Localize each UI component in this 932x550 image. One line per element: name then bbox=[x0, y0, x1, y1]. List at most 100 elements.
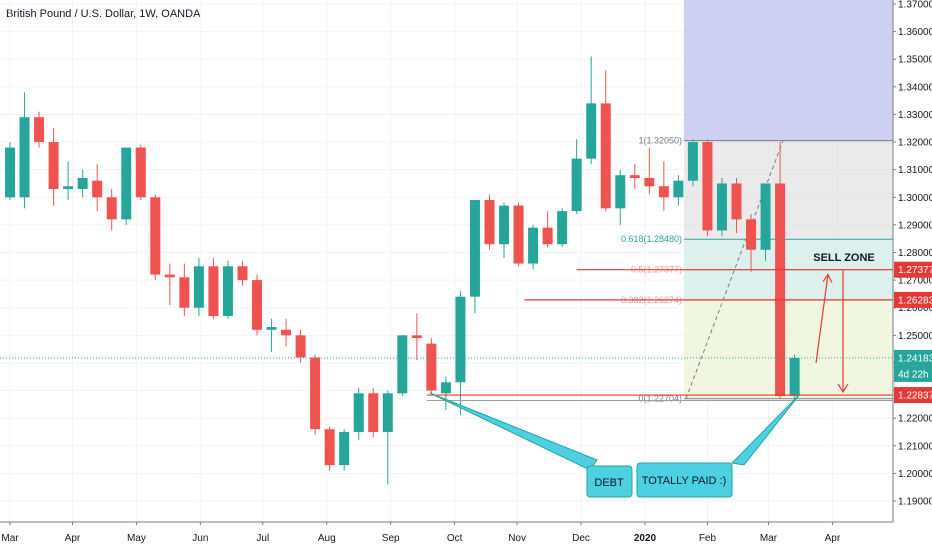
drawings: SELL ZONE DEBT TOTALLY PAID :) bbox=[0, 252, 893, 498]
candle bbox=[644, 147, 655, 195]
countdown-label: 4d 22h bbox=[898, 369, 929, 380]
candle-body bbox=[164, 274, 175, 278]
candle-body bbox=[179, 277, 190, 308]
price-tick-label: 1.37000 bbox=[898, 0, 932, 11]
candle bbox=[702, 139, 713, 236]
candle-body bbox=[150, 197, 161, 275]
paid-callout-text: TOTALLY PAID :) bbox=[642, 475, 727, 487]
candle-body bbox=[411, 335, 422, 339]
arrow-down-head bbox=[837, 383, 849, 394]
candle-body bbox=[484, 200, 495, 245]
candle-body bbox=[455, 296, 466, 383]
price-tick-label: 1.22000 bbox=[898, 414, 932, 425]
candle bbox=[382, 390, 393, 485]
candle bbox=[484, 194, 495, 250]
chart-title: British Pound / U.S. Dollar, 1W, OANDA bbox=[6, 8, 201, 20]
candle bbox=[673, 175, 684, 206]
debt-callout-text: DEBT bbox=[594, 477, 624, 489]
debt-callout-pointer bbox=[429, 392, 598, 471]
time-tick-label: May bbox=[127, 533, 146, 544]
candle bbox=[208, 258, 219, 319]
candle bbox=[121, 147, 132, 225]
candle bbox=[5, 142, 15, 201]
time-axis[interactable]: Mar Apr May Jun Jul Aug Sep Oct Nov Dec 2020 Feb Mar… bbox=[0, 521, 893, 544]
candles bbox=[5, 56, 800, 485]
candle-body bbox=[440, 382, 451, 394]
candle bbox=[571, 139, 582, 214]
candle-body bbox=[324, 429, 335, 466]
candle-body bbox=[775, 183, 786, 397]
fib-level-label: 0(1.22704) bbox=[638, 394, 682, 404]
sell-zone-label: SELL ZONE bbox=[813, 252, 875, 264]
candle bbox=[164, 263, 175, 305]
candle bbox=[193, 258, 204, 317]
candle bbox=[222, 260, 233, 319]
candle-body bbox=[339, 431, 350, 466]
candle bbox=[600, 70, 611, 212]
price-tick-label: 1.21000 bbox=[898, 441, 932, 452]
candle bbox=[615, 169, 626, 225]
price-tick-label: 1.31000 bbox=[898, 165, 932, 176]
candle-body bbox=[5, 147, 15, 198]
candle-body bbox=[629, 175, 640, 178]
candle-body bbox=[644, 177, 655, 187]
price-tick-label: 1.25000 bbox=[898, 331, 932, 342]
price-tick-label: 1.28000 bbox=[898, 248, 932, 259]
price-tag-3-bg bbox=[894, 387, 932, 404]
countdown-bg bbox=[894, 365, 932, 382]
candle bbox=[397, 335, 408, 397]
candle bbox=[92, 164, 103, 212]
candle bbox=[528, 224, 539, 270]
price-tag-1: 1.27377 bbox=[898, 265, 932, 276]
candle-body bbox=[135, 147, 146, 198]
candle bbox=[629, 164, 640, 189]
candle bbox=[731, 177, 742, 234]
candle bbox=[281, 318, 292, 347]
time-tick-label: Nov bbox=[508, 533, 526, 544]
time-tick-label: Mar bbox=[760, 533, 778, 544]
time-tick-label: Apr bbox=[825, 533, 841, 544]
price-tick-label: 1.33000 bbox=[898, 110, 932, 121]
candle bbox=[19, 92, 30, 209]
stop-loss-zone bbox=[684, 0, 893, 141]
candle-body bbox=[368, 393, 379, 432]
candle-body bbox=[673, 180, 684, 198]
candle bbox=[658, 161, 669, 212]
time-tick-label: Sep bbox=[382, 533, 400, 544]
price-tag-2: 1.26283 bbox=[898, 295, 932, 306]
price-tag-1-bg bbox=[894, 261, 932, 278]
candle-body bbox=[19, 117, 30, 198]
candle bbox=[63, 161, 74, 201]
candle-body bbox=[469, 200, 480, 297]
price-tick-label: 1.29000 bbox=[898, 220, 932, 231]
candle-body bbox=[48, 142, 59, 189]
price-tick-label: 1.34000 bbox=[898, 82, 932, 93]
price-tick-label: 1.19000 bbox=[898, 497, 932, 508]
paid-callout-box bbox=[636, 462, 733, 498]
candle bbox=[469, 200, 480, 314]
candle-body bbox=[63, 186, 74, 189]
candle-body bbox=[513, 205, 524, 264]
candle bbox=[135, 144, 146, 201]
candle-body bbox=[586, 103, 597, 159]
candle-body bbox=[600, 103, 611, 209]
candle bbox=[455, 291, 466, 416]
candle-body bbox=[382, 393, 393, 432]
candle bbox=[324, 426, 335, 471]
price-axis[interactable]: 1.37000 1.36000 1.35000 1.34000 1.33000 1.320… bbox=[892, 0, 932, 550]
candle-body bbox=[702, 142, 713, 231]
candle bbox=[542, 211, 553, 247]
candle bbox=[760, 183, 771, 261]
paid-callout-pointer bbox=[730, 393, 801, 466]
candle-body bbox=[658, 186, 669, 198]
candle bbox=[34, 111, 45, 148]
candle-body bbox=[731, 183, 742, 220]
candle-body bbox=[499, 205, 510, 245]
candle-body bbox=[397, 335, 408, 394]
candle bbox=[586, 56, 597, 165]
candle bbox=[77, 169, 88, 198]
candle bbox=[716, 177, 727, 236]
price-tag-3: 1.22837 bbox=[898, 391, 932, 402]
debt-callout-box bbox=[586, 465, 633, 498]
